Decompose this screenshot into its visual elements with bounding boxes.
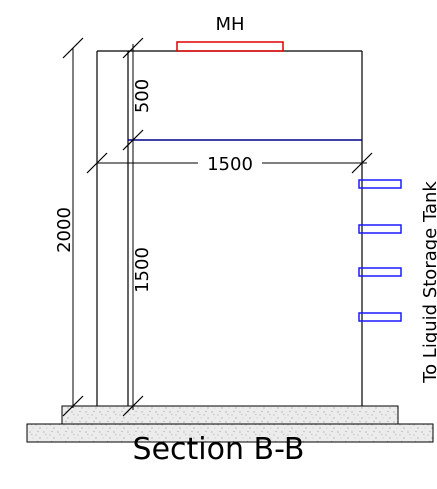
outlet-pipe-3 xyxy=(358,267,402,277)
manhole-cover xyxy=(176,41,284,52)
dimension-width: 1500 xyxy=(86,152,373,175)
dimension-freeboard: 500 1500 xyxy=(122,37,153,417)
base-slab xyxy=(61,405,399,425)
section-title: Section B-B xyxy=(132,432,305,467)
freeboard-label: 500 xyxy=(132,79,153,113)
dimension-total-height: 2000 xyxy=(54,37,84,417)
outlet-pipe-4 xyxy=(358,312,402,322)
liquid-height-label: 1500 xyxy=(132,247,153,293)
total-height-label: 2000 xyxy=(54,207,75,253)
outlet-pipe-1 xyxy=(358,179,402,189)
width-label: 1500 xyxy=(207,154,253,175)
outlet-label: To Liquid Storage Tank xyxy=(420,181,437,384)
manhole-label: MH xyxy=(215,14,244,35)
outlet-pipe-2 xyxy=(358,224,402,234)
